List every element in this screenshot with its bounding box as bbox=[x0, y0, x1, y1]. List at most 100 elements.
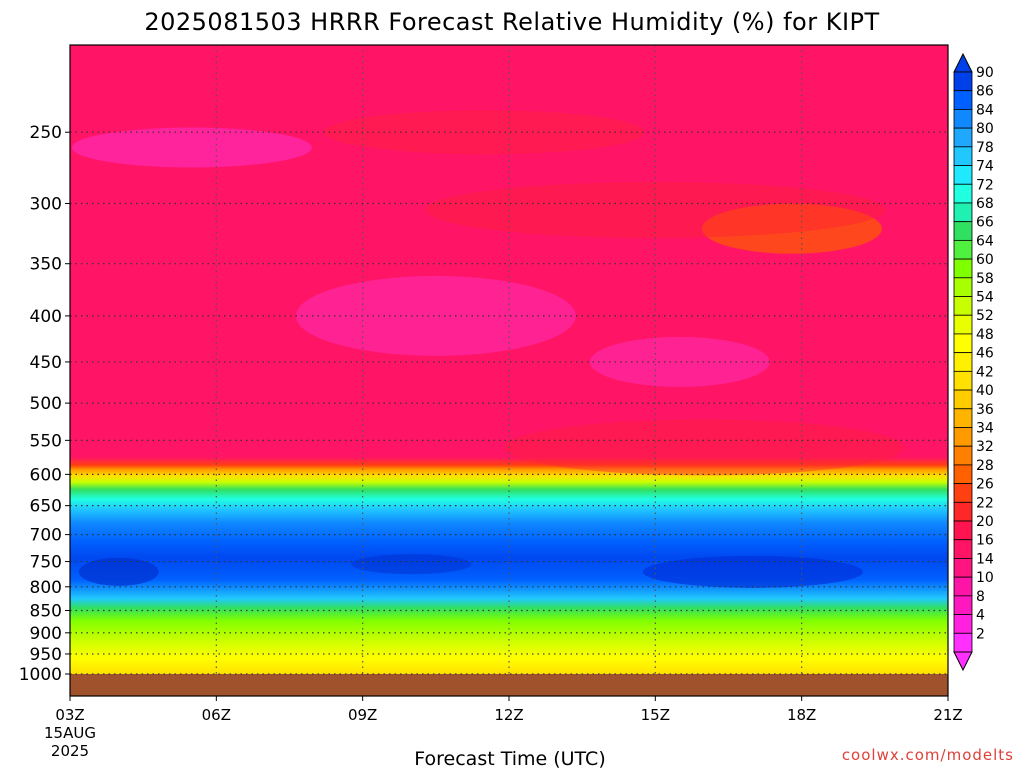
moist-blob-mid bbox=[351, 554, 472, 575]
dry-blob-upper-right bbox=[701, 203, 882, 254]
colorbar-swatch bbox=[953, 389, 973, 410]
colorbar-swatch bbox=[953, 352, 973, 372]
moist-blob-right bbox=[642, 555, 863, 588]
colorbar-label: 14 bbox=[976, 551, 994, 567]
x-tick-label: 21Z bbox=[933, 706, 962, 724]
colorbar-swatch bbox=[953, 71, 973, 92]
y-tick-label: 450 bbox=[30, 353, 62, 373]
colorbar-swatch bbox=[953, 483, 973, 503]
humidity-blobs bbox=[71, 110, 905, 588]
colorbar-swatch bbox=[953, 314, 973, 335]
colorbar-swatch bbox=[953, 370, 973, 391]
colorbar-label: 80 bbox=[976, 121, 994, 137]
y-tick-label: 800 bbox=[30, 578, 62, 598]
colorbar-swatch bbox=[953, 277, 973, 297]
x-tick-label: 06Z bbox=[202, 706, 231, 724]
colorbar-swatch bbox=[953, 109, 973, 129]
surface-ground bbox=[70, 674, 948, 696]
colorbar-swatch bbox=[953, 296, 973, 316]
colorbar-swatch bbox=[953, 333, 973, 354]
y-axis: 250 300 350 400 450 500 550 600 650 700 750 800 850 9… bbox=[19, 123, 70, 685]
colorbar-min-arrow bbox=[953, 651, 973, 672]
colorbar-label: 16 bbox=[976, 533, 994, 549]
y-tick-label: 1000 bbox=[19, 665, 62, 685]
colorbar-swatch bbox=[953, 576, 973, 597]
colorbar-swatch bbox=[953, 558, 973, 578]
colorbar-swatch bbox=[953, 221, 973, 241]
plot-area bbox=[69, 44, 949, 697]
colorbar-label: 64 bbox=[976, 233, 994, 249]
y-tick-label: 950 bbox=[30, 645, 62, 665]
colorbar-label: 46 bbox=[976, 346, 994, 362]
colorbar-label: 68 bbox=[976, 196, 994, 212]
colorbar-label: 60 bbox=[976, 252, 994, 268]
y-tick-label: 700 bbox=[30, 526, 62, 546]
colorbar-label: 36 bbox=[976, 402, 994, 418]
colorbar-swatch bbox=[953, 539, 973, 559]
colorbar-label: 52 bbox=[976, 308, 994, 324]
colorbar-label: 90 bbox=[976, 65, 994, 81]
colorbar-label: 42 bbox=[976, 364, 994, 380]
colorbar-swatch bbox=[953, 614, 973, 634]
colorbar-label: 28 bbox=[976, 458, 994, 474]
x-date-label: 2025 bbox=[51, 742, 89, 760]
colorbar-swatch bbox=[953, 595, 973, 615]
colorbar-label: 2 bbox=[976, 626, 985, 642]
chart-title: 2025081503 HRRR Forecast Relative Humidi… bbox=[144, 8, 879, 36]
colorbar-swatch bbox=[953, 90, 973, 110]
colorbar-label: 8 bbox=[976, 589, 985, 605]
colorbar-label: 84 bbox=[976, 102, 994, 118]
y-tick-label: 600 bbox=[30, 465, 62, 485]
colorbar-swatch bbox=[953, 165, 973, 185]
x-tick-label: 03Z bbox=[55, 706, 84, 724]
colorbar-swatch bbox=[953, 501, 973, 522]
colorbar-label: 48 bbox=[976, 327, 994, 343]
colorbar-swatch bbox=[953, 464, 973, 485]
dry-blob-upper-mid bbox=[324, 110, 645, 155]
colorbar-swatch bbox=[953, 127, 973, 148]
colorbar-label: 10 bbox=[976, 570, 994, 586]
colorbar-label: 22 bbox=[976, 495, 994, 511]
dry-blob-300 bbox=[425, 181, 886, 238]
grid-lines bbox=[70, 45, 948, 675]
x-tick-label: 12Z bbox=[494, 706, 523, 724]
colorbar-label: 78 bbox=[976, 140, 994, 156]
colorbar-swatch bbox=[953, 445, 973, 466]
y-tick-label: 550 bbox=[30, 431, 62, 451]
colorbar-label: 74 bbox=[976, 159, 994, 175]
y-tick-label: 650 bbox=[30, 497, 62, 517]
moist-blob-left bbox=[78, 557, 159, 586]
y-tick-label: 900 bbox=[30, 624, 62, 644]
y-tick-label: 350 bbox=[30, 255, 62, 275]
colorbar-swatch bbox=[953, 183, 973, 204]
colorbar-max-arrow bbox=[953, 52, 973, 73]
x-tick-label: 15Z bbox=[641, 706, 670, 724]
colorbar-swatch bbox=[953, 258, 973, 279]
colorbar-swatch bbox=[953, 202, 973, 223]
y-tick-label: 400 bbox=[30, 307, 62, 327]
dry-blob-lower bbox=[504, 419, 905, 476]
dry-blob-mid-right bbox=[589, 336, 770, 387]
colorbar-label: 4 bbox=[976, 608, 985, 624]
colorbar-swatch bbox=[953, 427, 973, 447]
credit-text: coolwx.com/modelts bbox=[842, 746, 1014, 764]
y-tick-label: 750 bbox=[30, 553, 62, 573]
colorbar-label: 58 bbox=[976, 271, 994, 287]
colorbar-swatch bbox=[953, 632, 973, 653]
x-tick-label: 18Z bbox=[787, 706, 816, 724]
y-tick-label: 300 bbox=[30, 194, 62, 214]
y-tick-label: 250 bbox=[30, 123, 62, 143]
colorbar-label: 72 bbox=[976, 177, 994, 193]
colorbar-swatch bbox=[953, 408, 973, 428]
colorbar-label: 54 bbox=[976, 290, 994, 306]
colorbar-swatch bbox=[953, 239, 973, 260]
colorbar-label: 26 bbox=[976, 477, 994, 493]
y-tick-label: 500 bbox=[30, 394, 62, 414]
colorbar-label: 66 bbox=[976, 215, 994, 231]
colorbar-swatch bbox=[953, 146, 973, 166]
x-axis-title: Forecast Time (UTC) bbox=[414, 748, 605, 768]
dry-blob-mid bbox=[295, 275, 576, 356]
dry-blob-upper-left bbox=[71, 127, 312, 168]
